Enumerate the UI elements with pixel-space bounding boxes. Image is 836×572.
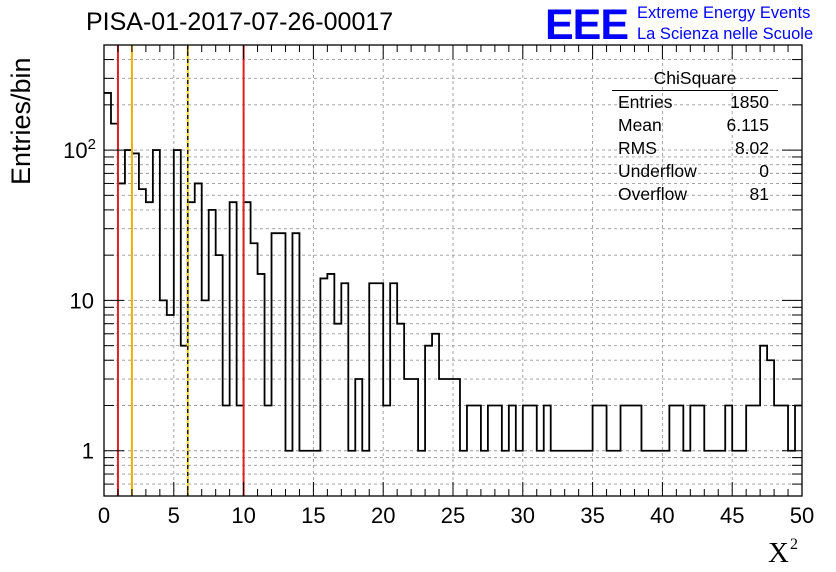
x-tick-label: 40 (650, 503, 674, 528)
stats-value: 81 (749, 184, 769, 204)
stats-row-entries: Entries 1850 (612, 91, 778, 114)
histogram-bin (292, 233, 299, 496)
y-axis-label: Entries/bin (6, 57, 36, 185)
histogram-bin (188, 202, 195, 496)
x-tick-label: 5 (168, 503, 180, 528)
histogram-bin (244, 202, 251, 496)
histogram-bin (446, 379, 453, 496)
histogram-bars (104, 92, 802, 496)
logo-caption: Extreme Energy Events La Scienza nelle S… (637, 3, 813, 45)
stats-label: Overflow (618, 184, 688, 204)
threshold-markers (116, 45, 245, 496)
histogram-bin (195, 183, 202, 496)
histogram-bin (111, 124, 118, 496)
stats-label: Underflow (618, 161, 697, 181)
stats-title: ChiSquare (653, 68, 737, 88)
histogram-bin (251, 243, 258, 496)
stats-row-overflow: Overflow 81 (612, 183, 778, 206)
x-tick-label: 30 (511, 503, 535, 528)
stats-value: 8.02 (734, 138, 769, 158)
histogram-bin (404, 379, 411, 496)
histogram-bin (425, 346, 432, 496)
x-tick-label: 45 (720, 503, 744, 528)
histogram-bin (432, 334, 439, 496)
histogram-bin (209, 210, 216, 496)
histogram-bin (125, 150, 132, 496)
x-tick-label: 10 (231, 503, 255, 528)
grid-lines (104, 45, 802, 496)
x-axis-label: X2 (768, 536, 798, 570)
histogram-bin (355, 379, 362, 496)
histogram-bin (160, 300, 167, 496)
stats-value: 6.115 (726, 115, 770, 135)
histogram-bin (279, 233, 286, 496)
x-axis-label-superscript: 2 (789, 536, 798, 553)
x-axis-label-base: X (768, 537, 789, 569)
histogram-bin (767, 360, 774, 496)
stats-label: RMS (618, 138, 657, 158)
stats-label: Entries (618, 92, 673, 112)
histogram-outline (104, 92, 802, 452)
chart-title: PISA-01-2017-07-26-00017 (86, 8, 394, 36)
histogram-bin (153, 150, 160, 496)
histogram-bin (453, 379, 460, 496)
stats-value: 1850 (730, 92, 769, 112)
histogram-bin (132, 153, 139, 496)
stats-divider (612, 90, 778, 91)
histogram-bin (216, 255, 223, 496)
logo-line-2: La Scienza nelle Scuole (637, 25, 814, 43)
stats-row-rms: RMS 8.02 (612, 137, 778, 160)
y-tick-label: 10 (70, 288, 94, 313)
y-tick-label-exponent: 2 (88, 136, 96, 153)
histogram-bin (272, 233, 279, 496)
y-tick-label: 1 (82, 439, 94, 464)
histogram-bin (118, 183, 125, 496)
x-tick-label: 35 (580, 503, 604, 528)
histogram-bin (760, 346, 767, 496)
histogram-bin (439, 379, 446, 496)
logo-line-1: Extreme Energy Events (637, 4, 811, 22)
stats-box: ChiSquare Entries 1850 Mean 6.115 RMS 8.02 … (612, 66, 778, 206)
stats-value: 0 (759, 161, 769, 181)
y-tick-label-base: 10 (63, 138, 87, 163)
histogram-bin (230, 202, 237, 496)
histogram-bin (334, 324, 341, 496)
histogram-bin (174, 150, 181, 496)
x-tick-label: 25 (441, 503, 465, 528)
histogram-bin (146, 202, 153, 496)
histogram-bin (202, 300, 209, 496)
x-tick-label: 50 (790, 503, 814, 528)
x-tick-label: 15 (301, 503, 325, 528)
histogram-bin (181, 346, 188, 496)
x-tick-label: 0 (98, 503, 110, 528)
histogram-bin (411, 379, 418, 496)
axis-ticks (103, 44, 803, 497)
stats-row-mean: Mean 6.115 (612, 114, 778, 137)
eee-logo: EEE (545, 1, 629, 49)
x-tick-label: 20 (371, 503, 395, 528)
histogram-bin (104, 93, 111, 496)
histogram-bin (320, 278, 327, 496)
histogram-bin (139, 189, 146, 496)
stats-label: Mean (618, 115, 662, 135)
histogram-bin (397, 324, 404, 496)
y-tick-label: 102 (63, 136, 96, 163)
stats-row-underflow: Underflow 0 (612, 160, 778, 183)
